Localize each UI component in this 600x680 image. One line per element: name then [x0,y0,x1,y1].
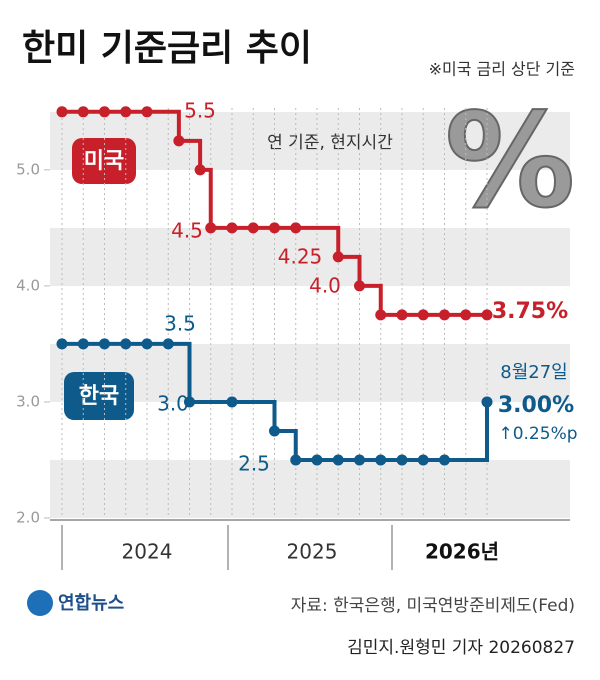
point [375,309,387,321]
point [354,454,365,466]
point [141,338,153,350]
point [184,396,195,408]
logo: 연합뉴스 [58,592,124,614]
year-separators [61,525,393,570]
chart-title: 한미 기준금리 추이 [22,28,312,69]
point [439,454,450,466]
band [50,112,570,170]
point [375,454,387,466]
y-tick-label: 2.0 [16,509,40,527]
step-line [62,341,489,462]
point [417,454,429,466]
point [56,338,68,350]
credit: 김민지.원형민 기자 20260827 [347,638,575,658]
point [141,106,153,118]
legend-label: 미국 [84,149,124,174]
point [481,309,493,321]
band [50,460,570,518]
annotation: 3.5 [164,312,196,336]
percent-symbol: % [445,85,575,237]
year-label: 2024 [122,540,173,564]
point [396,309,408,321]
legend-box [64,372,134,420]
point [332,454,344,466]
point [269,222,280,234]
point [205,222,217,234]
point [439,309,450,321]
annotation: 4.25 [278,245,323,269]
annotation: 4.5 [171,219,203,243]
y-tick-label: 4.0 [16,276,40,294]
annotation: 4.0 [309,274,341,298]
legend-box [72,138,136,184]
point [460,309,472,321]
point [290,222,302,234]
point [99,106,110,118]
point [226,222,238,234]
year-label: 2026년 [425,540,499,564]
y-tick-label: 5.0 [16,160,40,178]
point [162,338,174,350]
band [50,344,570,402]
point [396,454,408,466]
point [226,396,238,408]
point [99,338,110,350]
point [120,338,132,350]
point [77,106,89,118]
year-label: 2025 [287,540,338,564]
annotation: 3.0 [157,392,189,416]
logo-icon [27,590,53,616]
note: 연 기준, 현지시간 [267,133,393,153]
legend-label: 한국 [79,384,119,409]
annotation: ↑0.25%p [498,424,577,444]
point [417,309,429,321]
subtitle: ※미국 금리 상단 기준 [429,60,575,79]
annotation: 8월27일 [500,362,567,383]
annotation: 3.75% [492,299,568,324]
point [120,106,132,118]
point [332,251,344,263]
point [269,425,280,437]
source: 자료: 한국은행, 미국연방준비제도(Fed) [291,596,575,616]
point [247,222,259,234]
point [354,280,365,292]
point [173,135,185,147]
background-bands [50,112,570,518]
annotation: 2.5 [238,452,270,476]
annotation: 5.5 [184,99,216,123]
y-tick-label: 3.0 [16,392,40,410]
point [56,106,68,118]
band [50,228,570,286]
point [481,396,493,408]
point [290,454,302,466]
point [194,164,206,176]
point [77,338,89,350]
point [311,454,323,466]
annotation: 3.00% [498,393,574,418]
